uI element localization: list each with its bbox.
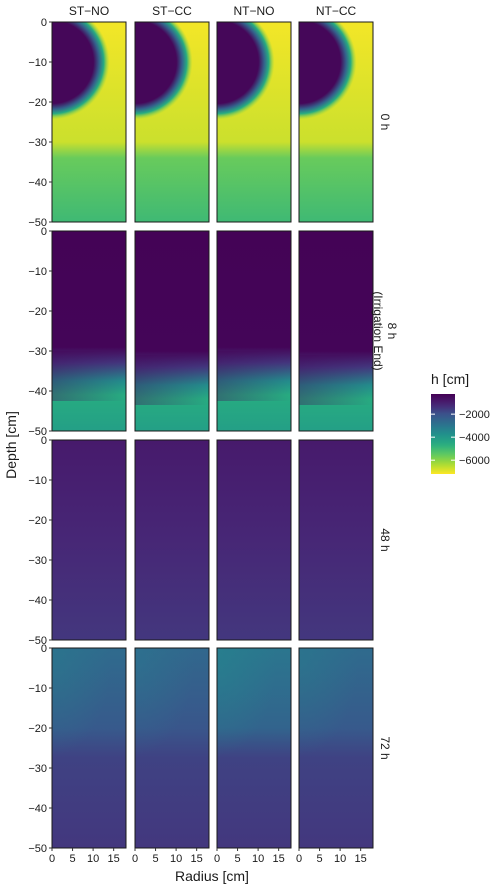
panel-border bbox=[51, 21, 127, 223]
panel-r1-c1 bbox=[51, 21, 127, 223]
panel-border bbox=[51, 647, 127, 849]
x-tick-label: 10 bbox=[87, 853, 99, 865]
y-tick-label: −10 bbox=[28, 683, 47, 695]
panel-border bbox=[51, 230, 127, 432]
y-tick-label: −30 bbox=[28, 137, 47, 149]
y-tick-label: −20 bbox=[28, 723, 47, 735]
legend-tick-label: −2000 bbox=[459, 409, 490, 421]
y-tick-label: −40 bbox=[28, 177, 47, 189]
row-strip-label: 0 h bbox=[378, 114, 392, 131]
wetted-bulb bbox=[217, 22, 275, 120]
panel-border bbox=[298, 439, 374, 641]
column-strip-label: ST−CC bbox=[152, 4, 192, 18]
x-tick-label: 5 bbox=[234, 853, 240, 865]
row-strip-label: 72 h bbox=[378, 736, 392, 759]
strip-labels: ST−NO ST−CC NT−NO NT−CC 0 h 8 h(Irrigation En… bbox=[69, 4, 399, 760]
panel-r3-c3 bbox=[216, 439, 292, 641]
panel-r4-c4 bbox=[298, 647, 374, 849]
x-tick-label: 5 bbox=[69, 853, 75, 865]
panel-border bbox=[216, 439, 292, 641]
panel-r2-c2 bbox=[134, 230, 210, 432]
legend-colorbar bbox=[431, 394, 455, 474]
y-tick-label: −30 bbox=[28, 346, 47, 358]
panel-border bbox=[216, 21, 292, 223]
panel-border bbox=[134, 439, 210, 641]
y-tick-label: −30 bbox=[28, 763, 47, 775]
x-tick-label: 15 bbox=[191, 853, 203, 865]
x-axis-label: Radius [cm] bbox=[175, 868, 249, 884]
y-axis-label: Depth [cm] bbox=[3, 411, 19, 479]
axes-layer: 0−10−20−30−40−500−10−20−30−40−500−10−20−… bbox=[28, 17, 366, 865]
y-tick-label: −50 bbox=[28, 426, 47, 438]
panel-r2-c1 bbox=[51, 230, 127, 432]
y-tick-label: −10 bbox=[28, 266, 47, 278]
panel-r2-c3 bbox=[216, 230, 292, 432]
x-tick-label: 10 bbox=[252, 853, 264, 865]
panel-r1-c3 bbox=[216, 21, 292, 223]
row-strip-label: 48 h bbox=[378, 528, 392, 551]
panel-r3-c2 bbox=[134, 439, 210, 641]
panels-layer bbox=[51, 21, 374, 849]
y-tick-label: −10 bbox=[28, 57, 47, 69]
row-strip-label: 8 h(Irrigation End) bbox=[371, 291, 399, 370]
panel-r1-c4 bbox=[298, 21, 374, 223]
panel-border bbox=[216, 647, 292, 849]
panel-border bbox=[216, 230, 292, 432]
panel-r4-c2 bbox=[134, 647, 210, 849]
x-tick-label: 0 bbox=[214, 853, 220, 865]
y-tick-label: −10 bbox=[28, 475, 47, 487]
panel-r3-c1 bbox=[51, 439, 127, 641]
y-tick-label: −40 bbox=[28, 595, 47, 607]
wetted-bulb bbox=[299, 22, 357, 120]
panel-r4-c3 bbox=[216, 647, 292, 849]
panel-border bbox=[298, 647, 374, 849]
legend-tick-label: −6000 bbox=[459, 455, 490, 467]
wetted-bulb bbox=[52, 22, 110, 120]
column-strip-label: ST−NO bbox=[69, 4, 109, 18]
legend-tick-label: −4000 bbox=[459, 432, 490, 444]
column-strip-label: NT−CC bbox=[316, 4, 357, 18]
x-tick-label: 0 bbox=[49, 853, 55, 865]
panel-r3-c4 bbox=[298, 439, 374, 641]
x-tick-label: 10 bbox=[170, 853, 182, 865]
y-tick-label: −20 bbox=[28, 97, 47, 109]
wetted-bulb bbox=[135, 22, 193, 120]
y-tick-label: 0 bbox=[41, 643, 47, 655]
panel-r2-c4 bbox=[298, 230, 374, 432]
y-tick-label: 0 bbox=[41, 226, 47, 238]
x-tick-label: 15 bbox=[273, 853, 285, 865]
y-tick-label: −40 bbox=[28, 386, 47, 398]
panel-border bbox=[298, 230, 374, 432]
panel-r4-c1 bbox=[51, 647, 127, 849]
y-tick-label: −20 bbox=[28, 306, 47, 318]
y-tick-label: −50 bbox=[28, 843, 47, 855]
panel-border bbox=[51, 439, 127, 641]
panel-border bbox=[298, 21, 374, 223]
column-strip-label: NT−NO bbox=[233, 4, 274, 18]
y-tick-label: −30 bbox=[28, 555, 47, 567]
panel-border bbox=[134, 21, 210, 223]
panel-border bbox=[134, 647, 210, 849]
legend: h [cm] −2000 −4000 −6000 bbox=[431, 371, 490, 474]
y-tick-label: −40 bbox=[28, 803, 47, 815]
x-tick-label: 5 bbox=[316, 853, 322, 865]
y-tick-label: −50 bbox=[28, 217, 47, 229]
x-tick-label: 0 bbox=[132, 853, 138, 865]
y-tick-label: −50 bbox=[28, 635, 47, 647]
x-tick-label: 0 bbox=[296, 853, 302, 865]
x-tick-label: 15 bbox=[108, 853, 120, 865]
y-tick-label: 0 bbox=[41, 17, 47, 29]
x-tick-label: 10 bbox=[334, 853, 346, 865]
legend-title: h [cm] bbox=[431, 371, 469, 387]
y-tick-label: −20 bbox=[28, 515, 47, 527]
y-tick-label: 0 bbox=[41, 435, 47, 447]
panel-border bbox=[134, 230, 210, 432]
x-tick-label: 15 bbox=[355, 853, 367, 865]
x-tick-label: 5 bbox=[152, 853, 158, 865]
panel-r1-c2 bbox=[134, 21, 210, 223]
